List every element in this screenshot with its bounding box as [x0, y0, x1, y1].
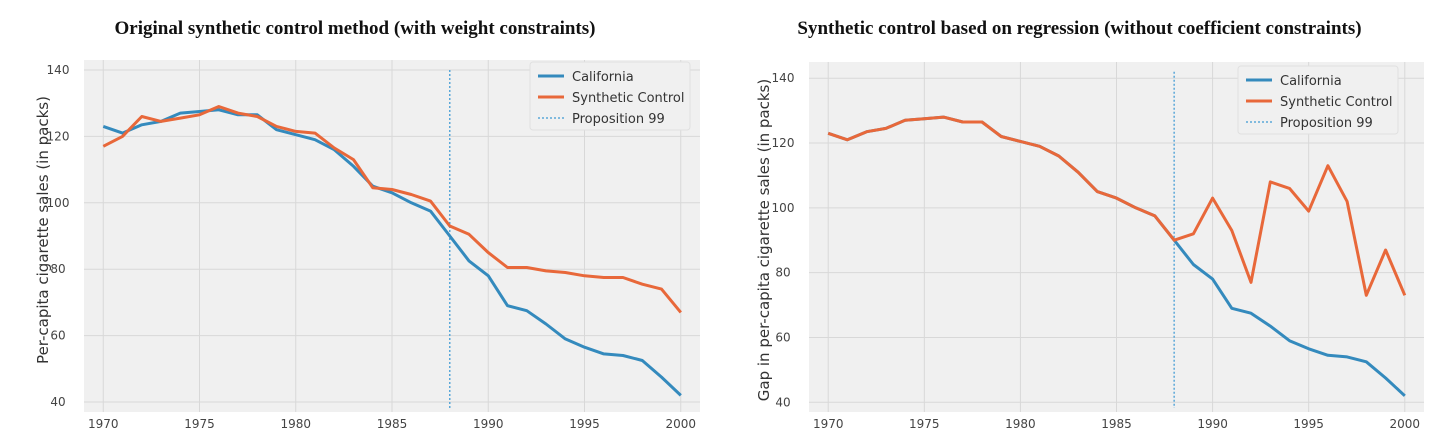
series-line: [102, 105, 682, 314]
x-tick-label: 1970: [813, 417, 844, 431]
chart-title: Synthetic control based on regression (w…: [797, 18, 1362, 39]
y-tick-label: 140: [47, 63, 70, 77]
x-tick-label: 1995: [569, 417, 600, 431]
legend-label: Synthetic Control: [572, 91, 685, 106]
y-tick-label: 40: [50, 395, 65, 409]
y-tick-label: 60: [50, 329, 65, 343]
x-tick-label: 1980: [280, 417, 311, 431]
legend-box: [1237, 65, 1399, 135]
x-tick-label: 1980: [1005, 417, 1036, 431]
y-tick-label: 120: [47, 129, 70, 143]
legend-label: California: [572, 70, 634, 85]
y-tick-label: 80: [50, 262, 65, 276]
series-line: [827, 115, 1407, 297]
x-tick-label: 1975: [909, 417, 940, 431]
y-axis-label: Per-capita cigarette sales (in packs): [34, 96, 52, 364]
chart-title: Original synthetic control method (with …: [114, 18, 596, 39]
x-tick-label: 2000: [665, 417, 696, 431]
legend-label: Proposition 99: [572, 112, 665, 127]
legend-label: Synthetic Control: [1280, 95, 1393, 110]
x-tick-label: 1990: [473, 417, 504, 431]
y-tick-label: 40: [775, 395, 790, 409]
series-line: [102, 108, 682, 397]
chart-panel-right: Synthetic control based on regression (w…: [725, 0, 1434, 442]
y-axis-label: Gap in per-capita cigarette sales (in pa…: [755, 79, 773, 401]
y-tick-label: 140: [772, 71, 795, 85]
y-tick-label: 120: [772, 136, 795, 150]
y-tick-label: 100: [47, 196, 70, 210]
x-tick-label: 1995: [1293, 417, 1324, 431]
y-tick-label: 60: [775, 330, 790, 344]
x-tick-label: 1985: [377, 417, 408, 431]
legend-label: California: [1280, 74, 1342, 89]
x-tick-label: 1970: [88, 417, 119, 431]
x-tick-label: 1990: [1197, 417, 1228, 431]
legend: California Synthetic Control Proposition 9…: [1237, 65, 1399, 135]
x-tick-label: 1985: [1101, 417, 1132, 431]
x-tick-label: 1975: [184, 417, 215, 431]
chart-right: 40 60 80 100 120 140 1970 1975 1980 1985 1990 1995 2…: [755, 62, 1424, 431]
chart-left: 40 60 80 100 120 140 1970 1975 1980 1985 1990 1995 2…: [34, 60, 700, 431]
x-tick-label: 2000: [1390, 417, 1421, 431]
legend-label: Proposition 99: [1280, 116, 1373, 131]
chart-panel-left: Original synthetic control method (with …: [0, 0, 710, 442]
y-tick-label: 100: [772, 201, 795, 215]
legend-box: [529, 61, 691, 131]
y-tick-label: 80: [775, 266, 790, 280]
legend: California Synthetic Control Proposition 9…: [529, 61, 691, 131]
